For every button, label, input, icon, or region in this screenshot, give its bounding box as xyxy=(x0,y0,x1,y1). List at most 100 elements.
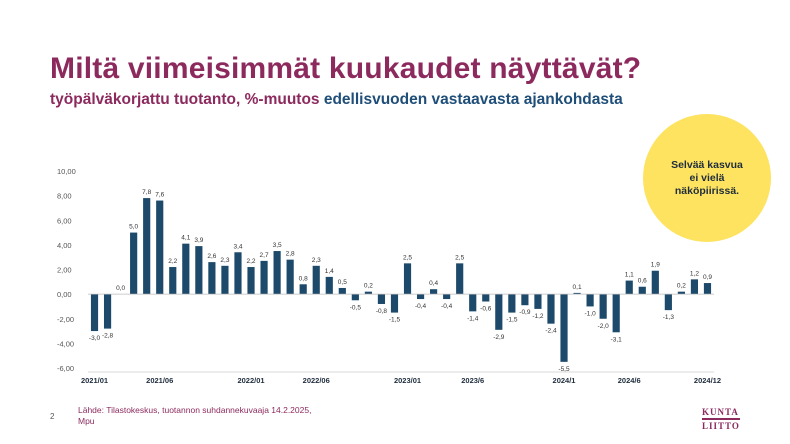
bar xyxy=(534,294,542,309)
data-label: -1,5 xyxy=(506,317,518,324)
bar xyxy=(234,252,242,295)
bar xyxy=(651,270,659,295)
bar xyxy=(469,294,477,312)
data-label: -1,3 xyxy=(663,314,675,321)
logo-line-2: LIITTO xyxy=(702,420,740,431)
bar xyxy=(103,294,112,329)
data-label: 0,4 xyxy=(429,280,438,287)
bar xyxy=(482,294,490,302)
y-tick-label: 10,00 xyxy=(57,167,76,176)
y-tick-label: 4,00 xyxy=(57,241,72,250)
bar xyxy=(456,263,464,295)
data-label: -2,9 xyxy=(493,334,505,341)
logo-divider xyxy=(702,418,740,420)
bar xyxy=(273,251,281,295)
data-label: 3,5 xyxy=(273,242,282,249)
data-label: 0,5 xyxy=(338,279,347,286)
data-label: 1,9 xyxy=(651,262,660,269)
x-tick-label: 2022/06 xyxy=(303,376,330,385)
y-tick-label: -6,00 xyxy=(57,364,74,373)
x-tick-label: 2024/6 xyxy=(618,376,641,385)
data-label: -1,2 xyxy=(532,313,544,320)
data-label: -2,4 xyxy=(545,328,557,335)
data-label: 0,8 xyxy=(299,275,308,282)
bar xyxy=(573,292,581,295)
bar xyxy=(443,294,451,300)
bar xyxy=(156,200,164,295)
data-label: 0,6 xyxy=(638,278,647,285)
bar xyxy=(430,289,438,295)
data-label: 5,0 xyxy=(129,224,138,231)
x-tick-label: 2024/1 xyxy=(553,376,576,385)
x-tick-label: 2021/01 xyxy=(81,376,108,385)
data-label: 2,5 xyxy=(455,254,464,261)
bar xyxy=(377,294,386,304)
bar xyxy=(599,294,607,319)
y-tick-label: -2,00 xyxy=(57,315,74,324)
bar xyxy=(312,265,320,295)
x-tick-label: 2024/12 xyxy=(694,376,721,385)
bar xyxy=(625,280,633,295)
bar xyxy=(547,294,555,324)
data-label: 4,1 xyxy=(181,235,190,242)
bar xyxy=(325,276,333,295)
bar xyxy=(416,294,425,300)
bar xyxy=(677,291,685,295)
bar xyxy=(508,294,516,313)
data-label: 0,2 xyxy=(364,283,373,290)
bar xyxy=(560,294,568,362)
data-label: -1,4 xyxy=(467,315,479,322)
subtitle-accent: edellisvuoden vastaavasta ajankohdasta xyxy=(323,91,623,108)
data-label: -2,0 xyxy=(598,323,610,330)
data-label: 0,1 xyxy=(573,284,582,291)
data-label: -1,0 xyxy=(585,310,597,317)
bar xyxy=(260,260,268,295)
data-label: -5,5 xyxy=(558,366,570,373)
bar xyxy=(664,294,672,311)
y-tick-label: 2,00 xyxy=(57,266,72,275)
data-label: -0,4 xyxy=(441,303,453,310)
callout-text: Selvää kasvua ei vielä näköpiirissä. xyxy=(671,158,743,197)
bar xyxy=(247,267,255,295)
y-tick-label: 6,00 xyxy=(57,216,72,225)
data-label: 1,4 xyxy=(325,268,334,275)
data-label: -0,8 xyxy=(376,308,388,315)
bar xyxy=(182,243,190,295)
bar xyxy=(521,294,529,306)
bar xyxy=(143,198,151,295)
subtitle-main: työpälväkorjattu tuotanto, %-muutos xyxy=(50,91,324,108)
data-label: 1,1 xyxy=(625,272,634,279)
data-label: 2,6 xyxy=(207,253,216,260)
bar xyxy=(638,286,646,295)
page-title: Miltä viimeisimmät kuukaudet näyttävät? xyxy=(50,52,642,85)
x-tick-label: 2022/01 xyxy=(237,376,264,385)
bar xyxy=(364,291,372,295)
y-tick-label: 0,00 xyxy=(57,290,72,299)
x-tick-label: 2021/06 xyxy=(146,376,173,385)
bar xyxy=(169,267,177,295)
logo-line-1: KUNTA xyxy=(702,407,739,418)
data-label: 1,2 xyxy=(690,270,699,277)
data-label: -1,5 xyxy=(389,317,401,324)
bar xyxy=(90,294,99,332)
bar xyxy=(690,279,699,295)
bar xyxy=(403,263,412,295)
data-label: -2,8 xyxy=(102,333,114,340)
data-label: 0,0 xyxy=(116,285,125,292)
bar xyxy=(195,246,203,295)
bar xyxy=(390,294,399,313)
bar xyxy=(208,262,216,295)
data-label: -3,1 xyxy=(611,336,623,343)
bar xyxy=(299,284,307,295)
data-label: 2,8 xyxy=(286,251,295,258)
bar xyxy=(612,294,620,333)
bar xyxy=(221,265,229,295)
data-label: -3,0 xyxy=(89,335,101,342)
x-tick-label: 2023/01 xyxy=(394,376,421,385)
data-label: 2,5 xyxy=(403,254,412,261)
data-label: -0,4 xyxy=(415,303,427,310)
data-label: 3,9 xyxy=(194,237,203,244)
bar xyxy=(703,283,712,295)
y-tick-label: -4,00 xyxy=(57,339,74,348)
